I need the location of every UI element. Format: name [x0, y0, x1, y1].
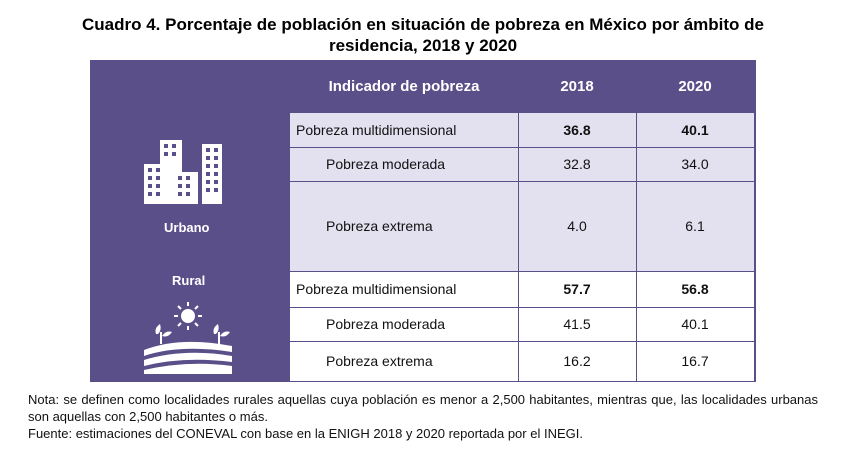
source-text: Fuente: estimaciones del CONEVAL con bas…: [28, 426, 583, 441]
urban-row-2-2018: 32.8: [518, 147, 636, 181]
header-2020: 2020: [678, 78, 712, 95]
header-indicator: Indicador de pobreza: [328, 78, 480, 95]
row-divider: [290, 181, 754, 182]
urban-row-1-2020: 40.1: [636, 113, 754, 147]
poverty-table: Indicador de pobreza 2018 2020 Pobreza m…: [290, 61, 754, 381]
rural-row-1-indicator: Pobreza multidimensional: [290, 271, 518, 307]
urban-row-1-2018: 36.8: [518, 113, 636, 147]
rural-row-1-2020: 56.8: [636, 271, 754, 307]
urban-row-3-2020: 6.1: [636, 181, 754, 271]
table-notes: Nota: se definen como localidades rurale…: [28, 391, 818, 442]
rural-fields-sun-icon: [144, 302, 232, 374]
rural-label: Rural: [172, 273, 206, 288]
rural-row-1-2018: 57.7: [518, 271, 636, 307]
city-buildings-icon: [144, 140, 222, 204]
urban-row-2-2020: 34.0: [636, 147, 754, 181]
column-divider: [636, 113, 637, 381]
urban-row-3-indicator: Pobreza extrema: [290, 181, 518, 271]
rural-row-3-2020: 16.7: [636, 341, 754, 381]
row-divider: [290, 341, 754, 342]
row-divider: [290, 307, 754, 308]
column-divider: [518, 113, 519, 381]
urban-row-2-indicator: Pobreza moderada: [290, 147, 518, 181]
rural-row-2-indicator: Pobreza moderada: [290, 307, 518, 341]
header-2018: 2018: [560, 78, 594, 95]
rural-row-3-2018: 16.2: [518, 341, 636, 381]
row-divider: [290, 271, 754, 272]
row-divider: [290, 147, 754, 148]
table-title: Cuadro 4. Porcentaje de población en sit…: [81, 15, 765, 55]
rural-row-2-2020: 40.1: [636, 307, 754, 341]
rural-row-3-indicator: Pobreza extrema: [290, 341, 518, 381]
urban-row-1-indicator: Pobreza multidimensional: [290, 113, 518, 147]
urban-row-3-2018: 4.0: [518, 181, 636, 271]
note-text: Nota: se definen como localidades rurale…: [28, 392, 818, 424]
rural-row-2-2018: 41.5: [518, 307, 636, 341]
urban-label: Urbano: [164, 220, 210, 235]
